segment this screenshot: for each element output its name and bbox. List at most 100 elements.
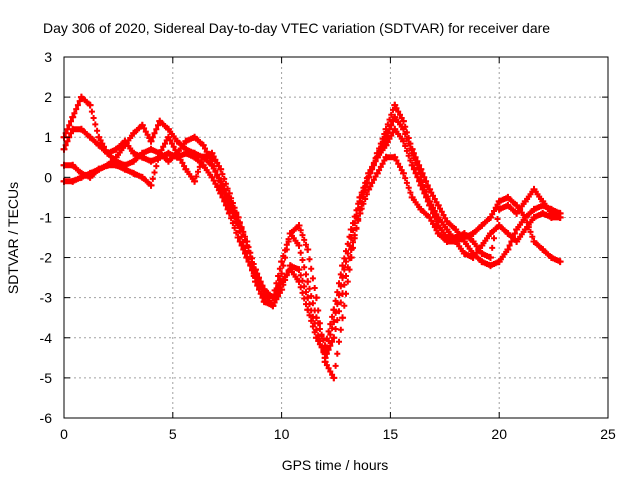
data-point <box>164 157 172 165</box>
data-point <box>391 101 399 109</box>
series-markers <box>61 114 564 357</box>
x-tick-label: 20 <box>491 426 507 442</box>
data-point <box>138 173 146 181</box>
data-point <box>556 258 564 266</box>
data-point <box>295 242 303 250</box>
x-axis-label: GPS time / hours <box>282 457 389 473</box>
data-point <box>356 209 364 217</box>
x-tick-label: 25 <box>600 426 616 442</box>
data-point <box>77 125 85 133</box>
data-point <box>112 161 120 169</box>
data-point <box>86 101 94 109</box>
data-point <box>199 153 207 161</box>
data-point <box>434 221 442 229</box>
data-point <box>513 201 521 209</box>
data-point <box>138 149 146 157</box>
data-point <box>478 250 486 258</box>
data-point <box>182 145 190 153</box>
data-point <box>469 229 477 237</box>
data-point <box>208 173 216 181</box>
data-point <box>77 173 85 181</box>
y-tick-label: 0 <box>44 169 52 185</box>
data-point <box>521 197 529 205</box>
data-point <box>339 314 347 322</box>
data-point <box>304 246 312 254</box>
data-point <box>530 238 538 246</box>
data-point <box>130 169 138 177</box>
data-point <box>304 294 312 302</box>
data-point <box>373 153 381 161</box>
data-point <box>495 197 503 205</box>
data-point <box>486 262 494 270</box>
data-point <box>95 133 103 141</box>
data-point <box>504 201 512 209</box>
data-point <box>69 177 77 185</box>
data-point <box>504 229 512 237</box>
data-point <box>69 161 77 169</box>
data-point <box>295 221 303 229</box>
data-point <box>182 137 190 145</box>
data-point <box>147 181 155 189</box>
data-point <box>164 133 172 141</box>
data-point <box>530 205 538 213</box>
data-point <box>286 229 294 237</box>
data-point <box>408 161 416 169</box>
x-tick-label: 15 <box>383 426 399 442</box>
data-point <box>278 258 286 266</box>
data-point <box>347 246 355 254</box>
data-point <box>312 294 320 302</box>
data-point <box>469 250 477 258</box>
data-point <box>452 225 460 233</box>
data-point <box>356 193 364 201</box>
data-point <box>130 129 138 137</box>
data-series <box>60 93 564 382</box>
y-tick-label: -4 <box>40 330 53 346</box>
series-track-d <box>60 133 564 362</box>
data-point <box>191 133 199 141</box>
data-point <box>495 258 503 266</box>
data-point <box>469 238 477 246</box>
y-tick-label: -3 <box>40 290 53 306</box>
data-point <box>417 205 425 213</box>
data-point <box>182 165 190 173</box>
data-point <box>365 169 373 177</box>
data-point <box>234 213 242 221</box>
data-point <box>486 213 494 221</box>
data-point <box>173 137 181 145</box>
y-tick-label: -5 <box>40 370 53 386</box>
data-point <box>164 149 172 157</box>
data-point <box>86 169 94 177</box>
data-point <box>164 125 172 133</box>
data-point <box>539 246 547 254</box>
data-point <box>156 149 164 157</box>
data-point <box>513 225 521 233</box>
data-point <box>434 201 442 209</box>
data-point <box>260 290 268 298</box>
data-point <box>408 193 416 201</box>
data-point <box>382 141 390 149</box>
y-tick-label: 1 <box>44 129 52 145</box>
data-point <box>278 270 286 278</box>
x-tick-label: 5 <box>169 426 177 442</box>
data-point <box>330 306 338 314</box>
data-point <box>547 254 555 262</box>
data-point <box>339 262 347 270</box>
data-point <box>147 145 155 153</box>
data-point <box>547 209 555 217</box>
data-point <box>426 213 434 221</box>
data-point <box>478 258 486 266</box>
data-point <box>504 193 512 201</box>
data-point <box>443 238 451 246</box>
data-point <box>295 266 303 274</box>
data-point <box>347 225 355 233</box>
data-point <box>95 141 103 149</box>
data-point <box>69 113 77 121</box>
data-point <box>251 270 259 278</box>
data-point <box>495 205 503 213</box>
data-point <box>530 185 538 193</box>
data-point <box>95 165 103 173</box>
data-point <box>460 250 468 258</box>
y-tick-label: -2 <box>40 250 53 266</box>
data-point <box>321 354 329 362</box>
